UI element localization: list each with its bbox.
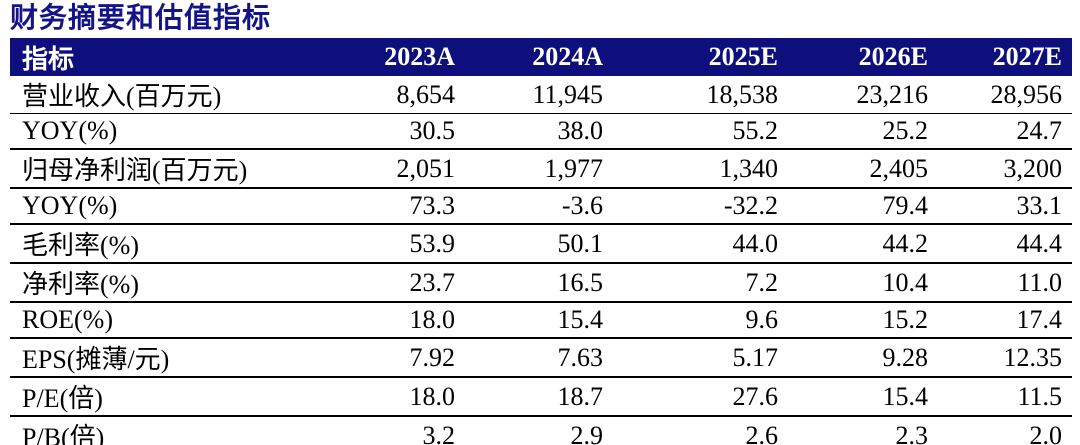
cell-value: 5.17: [613, 338, 788, 378]
cell-value: 33.1: [938, 188, 1072, 225]
column-header-2026e: 2026E: [788, 38, 938, 76]
cell-value: 7.2: [613, 263, 788, 303]
cell-value: -3.6: [465, 188, 613, 225]
cell-value: 23.7: [350, 263, 465, 303]
column-header-2027e: 2027E: [938, 38, 1072, 76]
table-row-net-margin: 净利率(%) 23.7 16.5 7.2 10.4 11.0: [10, 263, 1072, 303]
cell-value: 9.6: [613, 302, 788, 339]
row-label: P/E(倍): [10, 377, 350, 417]
row-label: 归母净利润(百万元): [10, 149, 350, 189]
column-header-metric: 指标: [10, 38, 350, 76]
row-label: 营业收入(百万元): [10, 76, 350, 114]
cell-value: 25.2: [788, 113, 938, 150]
cell-value: 50.1: [465, 224, 613, 264]
column-header-2024a: 2024A: [465, 38, 613, 76]
cell-value: 11.5: [938, 377, 1072, 417]
column-header-2025e: 2025E: [613, 38, 788, 76]
cell-value: 7.63: [465, 338, 613, 378]
cell-value: 3,200: [938, 149, 1072, 189]
cell-value: 73.3: [350, 188, 465, 225]
cell-value: 18.0: [350, 302, 465, 339]
table-row-eps: EPS(摊薄/元) 7.92 7.63 5.17 9.28 12.35: [10, 338, 1072, 378]
cell-value: 15.4: [788, 377, 938, 417]
page-title: 财务摘要和估值指标: [10, 3, 272, 34]
table-header: 指标 2023A 2024A 2025E 2026E 2027E: [10, 38, 1072, 76]
cell-value: 44.4: [938, 224, 1072, 264]
cell-value: 53.9: [350, 224, 465, 264]
table-row-revenue-yoy: YOY(%) 30.5 38.0 55.2 25.2 24.7: [10, 113, 1072, 150]
cell-value: 3.2: [350, 416, 465, 445]
cell-value: 1,340: [613, 149, 788, 189]
table-body: 营业收入(百万元) 8,654 11,945 18,538 23,216 28,…: [10, 76, 1072, 445]
cell-value: 2.3: [788, 416, 938, 445]
cell-value: 7.92: [350, 338, 465, 378]
cell-value: 11.0: [938, 263, 1072, 303]
cell-value: 18.0: [350, 377, 465, 417]
cell-value: 27.6: [613, 377, 788, 417]
cell-value: 2,051: [350, 149, 465, 189]
table-row-pe: P/E(倍) 18.0 18.7 27.6 15.4 11.5: [10, 377, 1072, 417]
table-row-roe: ROE(%) 18.0 15.4 9.6 15.2 17.4: [10, 302, 1072, 339]
cell-value: 2.0: [938, 416, 1072, 445]
cell-value: 30.5: [350, 113, 465, 150]
table-row-net-profit-yoy: YOY(%) 73.3 -3.6 -32.2 79.4 33.1: [10, 188, 1072, 225]
table-row-pb: P/B(倍) 3.2 2.9 2.6 2.3 2.0: [10, 416, 1072, 445]
cell-value: 23,216: [788, 76, 938, 114]
cell-value: 15.2: [788, 302, 938, 339]
cell-value: 55.2: [613, 113, 788, 150]
cell-value: 15.4: [465, 302, 613, 339]
cell-value: 12.35: [938, 338, 1072, 378]
table-row-net-profit: 归母净利润(百万元) 2,051 1,977 1,340 2,405 3,200: [10, 149, 1072, 189]
row-label: ROE(%): [10, 302, 350, 339]
cell-value: 44.0: [613, 224, 788, 264]
cell-value: 44.2: [788, 224, 938, 264]
row-label: P/B(倍): [10, 416, 350, 445]
cell-value: 28,956: [938, 76, 1072, 114]
cell-value: 17.4: [938, 302, 1072, 339]
cell-value: 8,654: [350, 76, 465, 114]
table-row-gross-margin: 毛利率(%) 53.9 50.1 44.0 44.2 44.4: [10, 224, 1072, 264]
cell-value: 2.9: [465, 416, 613, 445]
column-header-2023a: 2023A: [350, 38, 465, 76]
cell-value: 16.5: [465, 263, 613, 303]
row-label: 毛利率(%): [10, 224, 350, 264]
cell-value: 18.7: [465, 377, 613, 417]
cell-value: 79.4: [788, 188, 938, 225]
row-label: YOY(%): [10, 113, 350, 150]
cell-value: 38.0: [465, 113, 613, 150]
header-row: 指标 2023A 2024A 2025E 2026E 2027E: [10, 38, 1072, 76]
cell-value: 18,538: [613, 76, 788, 114]
cell-value: 9.28: [788, 338, 938, 378]
table-row-revenue: 营业收入(百万元) 8,654 11,945 18,538 23,216 28,…: [10, 76, 1072, 114]
row-label: 净利率(%): [10, 263, 350, 303]
cell-value: 10.4: [788, 263, 938, 303]
cell-value: 1,977: [465, 149, 613, 189]
cell-value: 24.7: [938, 113, 1072, 150]
row-label: EPS(摊薄/元): [10, 338, 350, 378]
cell-value: 2,405: [788, 149, 938, 189]
cell-value: 11,945: [465, 76, 613, 114]
cell-value: -32.2: [613, 188, 788, 225]
cell-value: 2.6: [613, 416, 788, 445]
row-label: YOY(%): [10, 188, 350, 225]
financial-summary-table: 指标 2023A 2024A 2025E 2026E 2027E 营业收入(百万…: [10, 38, 1072, 445]
